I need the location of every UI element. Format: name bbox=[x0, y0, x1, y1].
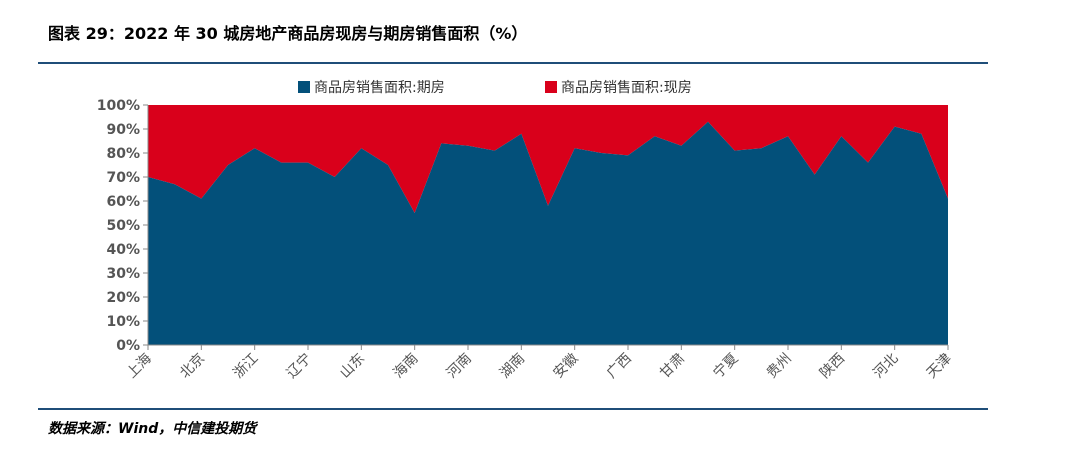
x-tick-label: 陕西 bbox=[817, 351, 848, 382]
y-tick-label: 20% bbox=[106, 290, 140, 306]
legend-label-series2: 商品房销售面积:现房 bbox=[561, 80, 692, 96]
x-tick-label: 宁夏 bbox=[710, 350, 742, 382]
source-note: 数据来源：Wind，中信建投期货 bbox=[48, 421, 257, 437]
x-tick-label: 北京 bbox=[177, 351, 208, 382]
legend: 商品房销售面积:期房 商品房销售面积:现房 bbox=[298, 80, 692, 96]
plot-area bbox=[148, 105, 948, 345]
x-tick-label: 广西 bbox=[604, 351, 635, 382]
x-tick-label: 贵州 bbox=[764, 351, 795, 382]
x-tick-label: 浙江 bbox=[230, 351, 261, 382]
legend-swatch-series1 bbox=[298, 81, 310, 93]
y-tick-label: 50% bbox=[106, 218, 140, 234]
y-tick-label: 40% bbox=[106, 242, 140, 258]
y-tick-label: 80% bbox=[106, 146, 140, 162]
x-tick-label: 湖南 bbox=[497, 351, 528, 382]
series-area-现房 bbox=[148, 105, 948, 213]
y-tick-label: 90% bbox=[106, 122, 140, 138]
y-axis: 0% 10% 20% 30% 40% 50% 60% 70% 80% 90% 100% bbox=[97, 98, 149, 354]
bottom-rule bbox=[38, 408, 988, 410]
y-tick-label: 10% bbox=[106, 314, 140, 330]
x-tick-label: 河北 bbox=[870, 351, 901, 382]
top-rule bbox=[38, 62, 988, 64]
x-tick-label: 甘肃 bbox=[657, 351, 688, 382]
y-tick-label: 60% bbox=[106, 194, 140, 210]
x-tick-label: 辽宁 bbox=[283, 350, 315, 382]
legend-label-series1: 商品房销售面积:期房 bbox=[314, 80, 445, 96]
area-chart: 商品房销售面积:期房 商品房销售面积:现房 0% 10% 20% 30% 40% 50% 6… bbox=[97, 80, 955, 382]
y-tick-label: 0% bbox=[116, 338, 140, 354]
x-tick-label: 天津 bbox=[924, 351, 955, 382]
x-tick-label: 河南 bbox=[444, 351, 475, 382]
x-axis: 上海 北京 浙江 辽宁 山东 海南 河南 湖南 安徽 广西 甘肃 宁夏 贵州 陕西 河北 天津 bbox=[124, 344, 955, 382]
chart-title: 图表 29：2022 年 30 城房地产商品房现房与期房销售面积（%） bbox=[48, 24, 528, 43]
y-tick-label: 70% bbox=[106, 170, 140, 186]
y-tick-label: 30% bbox=[106, 266, 140, 282]
x-tick-label: 安徽 bbox=[550, 351, 581, 382]
series-area-期房 bbox=[148, 121, 948, 345]
x-tick-label: 山东 bbox=[337, 351, 368, 382]
x-tick-label: 上海 bbox=[124, 351, 155, 382]
legend-swatch-series2 bbox=[545, 81, 557, 93]
y-tick-label: 100% bbox=[97, 98, 140, 114]
x-tick-label: 海南 bbox=[390, 351, 421, 382]
